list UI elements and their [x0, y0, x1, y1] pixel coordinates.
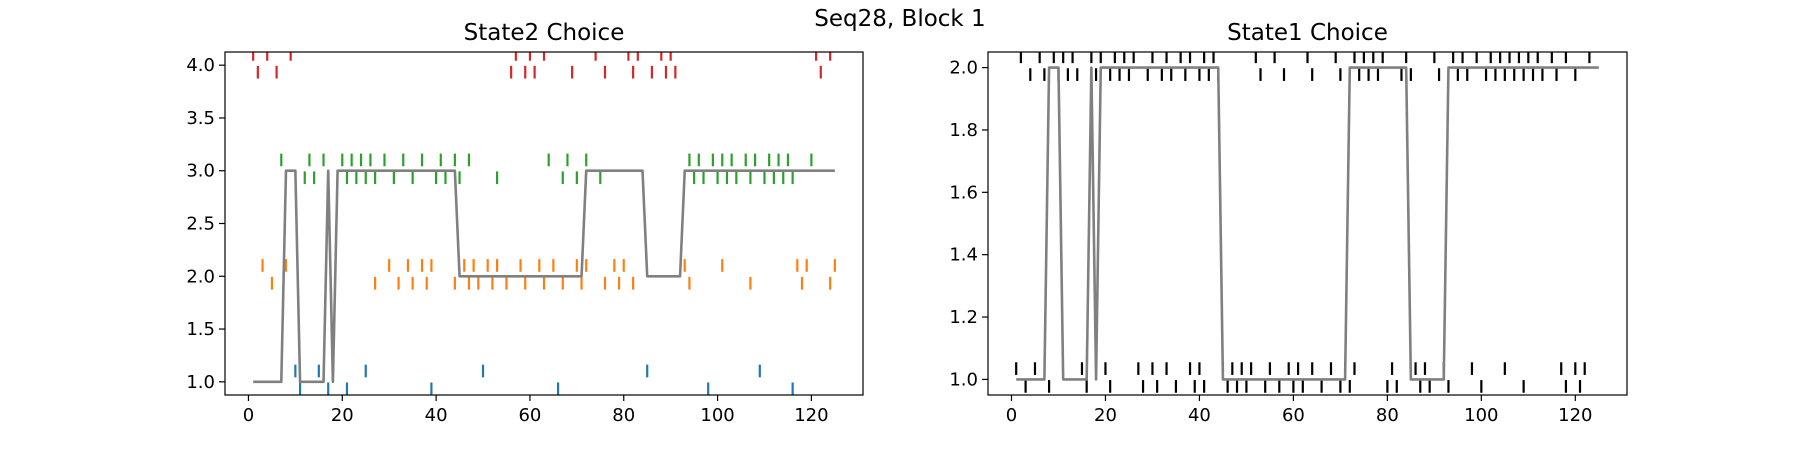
y-tick-label: 1.5 [186, 319, 215, 340]
x-tick-label: 120 [794, 405, 828, 426]
chart-2: State1 Choice 0 20 40 60 80 100 120 1.0 1.2 1.4 1.6… [949, 20, 1628, 426]
axes-frame [224, 51, 864, 396]
event-series-4 [294, 364, 794, 395]
x-tick-label: 60 [1282, 405, 1305, 426]
y-tick-label: 2.0 [186, 266, 215, 287]
y-tick-label: 2.5 [186, 214, 215, 235]
y-tick-label: 1.0 [949, 369, 978, 390]
x-tick-label: 20 [331, 405, 354, 426]
x-tick-label: 40 [425, 405, 448, 426]
y-tick-label: 3.0 [186, 161, 215, 182]
plot-area [252, 52, 836, 395]
y-tick-label: 1.4 [949, 245, 978, 266]
y-tick-label: 2.0 [949, 58, 978, 79]
event-series-2 [1015, 362, 1586, 393]
y-tick-label: 3.5 [186, 108, 215, 129]
chart-title: State1 Choice [1227, 20, 1388, 46]
chart-1: State2 Choice 0 20 40 60 80 100 120 1.0 1.5 2.0 2.5… [186, 20, 864, 426]
y-tick-label: 1.0 [186, 372, 215, 393]
x-tick-label: 80 [1376, 405, 1399, 426]
x-tick-label: 100 [1464, 405, 1498, 426]
x-tick-label: 0 [243, 405, 254, 426]
state-line [1016, 66, 1599, 381]
event-series-1 [252, 52, 832, 79]
plot-area [1015, 52, 1599, 393]
x-tick-label: 20 [1094, 405, 1117, 426]
y-tick-label: 1.6 [949, 182, 978, 203]
state-line [253, 169, 835, 384]
x-tick-label: 0 [1006, 405, 1017, 426]
y-tick-label: 4.0 [186, 55, 215, 76]
event-series-2 [280, 153, 813, 185]
x-tick-label: 120 [1558, 405, 1592, 426]
event-series-3 [261, 259, 836, 290]
figure-suptitle: Seq28, Block 1 [814, 6, 986, 32]
x-tick-label: 100 [700, 405, 734, 426]
x-tick-label: 80 [612, 405, 635, 426]
x-tick-label: 40 [1188, 405, 1211, 426]
event-series-1 [1019, 52, 1591, 81]
axes-frame [987, 51, 1628, 396]
y-tick-label: 1.2 [949, 307, 978, 328]
x-tick-label: 60 [518, 405, 541, 426]
chart-title: State2 Choice [464, 20, 625, 46]
y-tick-label: 1.8 [949, 120, 978, 141]
